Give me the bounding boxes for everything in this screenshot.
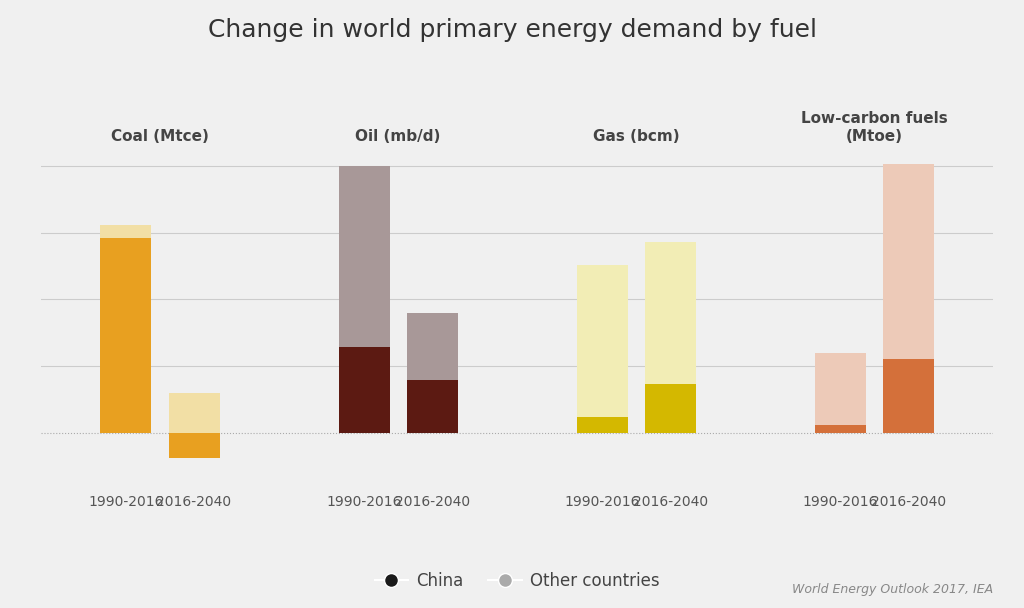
Text: Low-carbon fuels
(Mtoe): Low-carbon fuels (Mtoe): [801, 111, 947, 145]
Bar: [407, 313, 458, 379]
Text: World Energy Outlook 2017, IEA: World Energy Outlook 2017, IEA: [793, 583, 993, 596]
Bar: [339, 166, 389, 348]
Bar: [645, 384, 695, 433]
Bar: [883, 164, 934, 359]
Bar: [577, 418, 628, 433]
Bar: [100, 225, 152, 238]
Bar: [169, 433, 219, 458]
Bar: [815, 353, 865, 425]
Bar: [645, 242, 695, 384]
Text: Change in world primary energy demand by fuel: Change in world primary energy demand by…: [208, 18, 816, 42]
Bar: [339, 348, 389, 433]
Text: Coal (Mtce): Coal (Mtce): [111, 130, 209, 145]
Bar: [577, 265, 628, 418]
Bar: [815, 425, 865, 433]
Bar: [100, 238, 152, 433]
Text: Oil (mb/d): Oil (mb/d): [355, 130, 440, 145]
Bar: [407, 379, 458, 433]
Legend: China, Other countries: China, Other countries: [368, 565, 667, 596]
Bar: [883, 359, 934, 433]
Bar: [169, 393, 219, 433]
Text: Gas (bcm): Gas (bcm): [593, 130, 680, 145]
